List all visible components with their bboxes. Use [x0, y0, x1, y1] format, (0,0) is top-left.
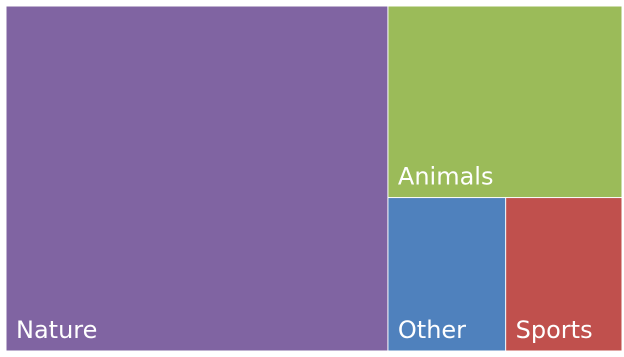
treemap-cell-animals [388, 6, 622, 198]
treemap-cell-sports [506, 198, 622, 351]
treemap-cell-other [388, 198, 506, 351]
treemap-label-animals: Animals [398, 163, 494, 191]
treemap-label-other: Other [398, 316, 466, 344]
treemap-label-sports: Sports [516, 316, 593, 344]
treemap-cell-nature [6, 6, 388, 351]
treemap-label-nature: Nature [16, 316, 97, 344]
